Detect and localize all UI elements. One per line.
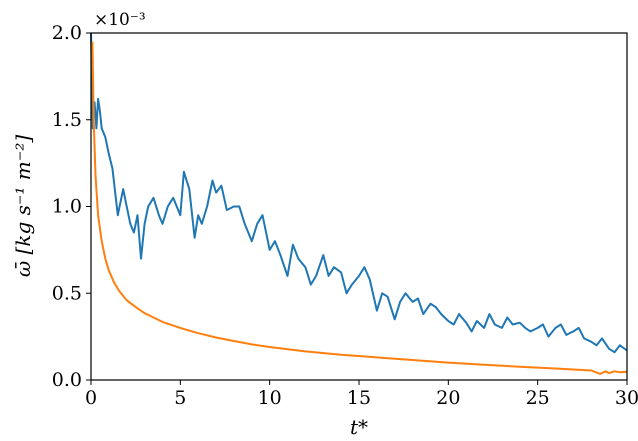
y-axis: 0.0 0.5 1.0 1.5 2.0	[52, 22, 91, 391]
x-axis-label: t*	[350, 415, 368, 439]
y-tick-label: 0.0	[52, 369, 82, 391]
x-tick-label: 0	[85, 387, 97, 409]
y-tick-label: 2.0	[52, 22, 82, 44]
x-tick-label: 15	[347, 387, 371, 409]
x-tick-label: 30	[615, 387, 638, 409]
x-axis: 0 5 10 15 20 25 30	[85, 380, 638, 409]
x-tick-label: 25	[526, 387, 550, 409]
x-tick-label: 10	[258, 387, 282, 409]
series-line-2	[91, 41, 628, 375]
plot-frame	[90, 32, 628, 381]
y-offset-label: ×10⁻³	[94, 10, 146, 30]
x-tick-label: 5	[174, 387, 186, 409]
y-axis-label: ω̄ [kg s⁻¹ m⁻²]	[11, 135, 35, 277]
x-tick-label: 20	[436, 387, 460, 409]
y-tick-label: 1.5	[52, 109, 82, 131]
y-tick-label: 1.0	[52, 196, 82, 218]
series-layer	[90, 32, 628, 375]
y-tick-label: 0.5	[52, 282, 82, 304]
series-line-1	[90, 32, 628, 354]
